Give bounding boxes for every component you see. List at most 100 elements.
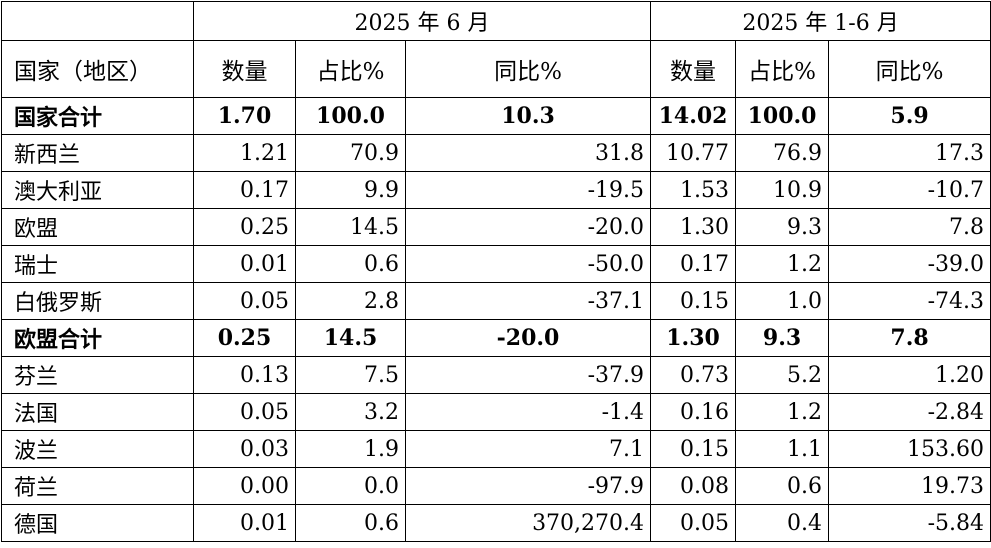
yoy-cell: 10.3: [404, 97, 652, 135]
region-cell: 欧盟: [1, 208, 194, 246]
region-cell: 国家合计: [1, 97, 194, 135]
table-row: 芬兰 0.13 7.5 -37.9 0.73 5.2 1.20: [1, 356, 991, 394]
table-row: 欧盟合计 0.25 14.5 -20.0 1.30 9.3 7.8: [1, 319, 991, 357]
ytd-share-cell: 9.3: [735, 319, 830, 357]
yoy-cell: -19.5: [404, 171, 652, 209]
ytd-yoy-cell: 7.8: [828, 319, 991, 357]
yoy-cell: 370,270.4: [404, 504, 652, 542]
qty-cell: 0.05: [193, 282, 296, 320]
ytd-qty-cell: 0.16: [650, 393, 737, 431]
table-row: 法国 0.05 3.2 -1.4 0.16 1.2 -2.84: [1, 393, 991, 431]
region-cell: 欧盟合计: [1, 319, 194, 357]
ytd-share-cell: 1.1: [735, 430, 830, 468]
region-cell: 芬兰: [1, 356, 194, 394]
share-cell: 0.6: [295, 504, 406, 542]
qty-cell: 0.25: [193, 208, 296, 246]
region-cell: 德国: [1, 504, 194, 542]
ytd-qty-cell: 0.08: [650, 467, 737, 505]
ytd-share-cell: 76.9: [735, 134, 830, 172]
yoy-cell: -20.0: [404, 319, 652, 357]
qty-cell: 0.01: [193, 245, 296, 283]
ytd-share-cell: 5.2: [735, 356, 830, 394]
ytd-share-column-header: 占比%: [735, 40, 830, 98]
region-cell: 白俄罗斯: [1, 282, 194, 320]
table-row: 新西兰 1.21 70.9 31.8 10.77 76.9 17.3: [1, 134, 991, 172]
period-month-header: 2025 年 6 月: [192, 1, 652, 41]
share-cell: 100.0: [295, 97, 406, 135]
qty-cell: 0.17: [193, 171, 296, 209]
table-row: 瑞士 0.01 0.6 -50.0 0.17 1.2 -39.0: [1, 245, 991, 283]
region-column-header: 国家（地区）: [1, 40, 194, 98]
ytd-qty-cell: 1.30: [650, 319, 737, 357]
qty-cell: 1.21: [193, 134, 296, 172]
ytd-qty-cell: 1.53: [650, 171, 737, 209]
ytd-yoy-cell: 19.73: [828, 467, 991, 505]
region-cell: 法国: [1, 393, 194, 431]
ytd-share-cell: 1.2: [735, 245, 830, 283]
share-cell: 2.8: [295, 282, 406, 320]
share-cell: 0.0: [295, 467, 406, 505]
ytd-qty-cell: 14.02: [650, 97, 737, 135]
ytd-share-cell: 0.4: [735, 504, 830, 542]
ytd-yoy-cell: 5.9: [828, 97, 991, 135]
ytd-qty-cell: 0.05: [650, 504, 737, 542]
blank-corner-cell: [1, 1, 194, 41]
qty-cell: 0.00: [193, 467, 296, 505]
ytd-share-cell: 9.3: [735, 208, 830, 246]
share-cell: 14.5: [295, 319, 406, 357]
table-row: 波兰 0.03 1.9 7.1 0.15 1.1 153.60: [1, 430, 991, 468]
share-cell: 3.2: [295, 393, 406, 431]
yoy-column-header: 同比%: [404, 40, 652, 98]
ytd-yoy-cell: 17.3: [828, 134, 991, 172]
ytd-yoy-cell: 1.20: [828, 356, 991, 394]
table-row: 国家合计 1.70 100.0 10.3 14.02 100.0 5.9: [1, 97, 991, 135]
ytd-share-cell: 1.2: [735, 393, 830, 431]
ytd-qty-cell: 1.30: [650, 208, 737, 246]
qty-cell: 1.70: [193, 97, 296, 135]
ytd-share-cell: 1.0: [735, 282, 830, 320]
qty-cell: 0.01: [193, 504, 296, 542]
yoy-cell: -20.0: [404, 208, 652, 246]
qty-column-header: 数量: [193, 40, 296, 98]
region-cell: 荷兰: [1, 467, 194, 505]
ytd-qty-column-header: 数量: [650, 40, 737, 98]
ytd-share-cell: 0.6: [735, 467, 830, 505]
share-cell: 7.5: [295, 356, 406, 394]
yoy-cell: -97.9: [404, 467, 652, 505]
ytd-yoy-column-header: 同比%: [828, 40, 991, 98]
ytd-yoy-cell: -5.84: [828, 504, 991, 542]
ytd-yoy-cell: 7.8: [828, 208, 991, 246]
table-row: 欧盟 0.25 14.5 -20.0 1.30 9.3 7.8: [1, 208, 991, 246]
qty-cell: 0.25: [193, 319, 296, 357]
ytd-qty-cell: 0.73: [650, 356, 737, 394]
table-row: 德国 0.01 0.6 370,270.4 0.05 0.4 -5.84: [1, 504, 991, 542]
share-cell: 9.9: [295, 171, 406, 209]
table-row: 荷兰 0.00 0.0 -97.9 0.08 0.6 19.73: [1, 467, 991, 505]
ytd-share-cell: 10.9: [735, 171, 830, 209]
yoy-cell: -1.4: [404, 393, 652, 431]
share-cell: 1.9: [295, 430, 406, 468]
column-header-row: 国家（地区） 数量 占比% 同比% 数量 占比% 同比%: [1, 40, 991, 98]
yoy-cell: -37.9: [404, 356, 652, 394]
ytd-yoy-cell: -2.84: [828, 393, 991, 431]
region-cell: 瑞士: [1, 245, 194, 283]
ytd-share-cell: 100.0: [735, 97, 830, 135]
share-cell: 14.5: [295, 208, 406, 246]
ytd-qty-cell: 10.77: [650, 134, 737, 172]
period-header-row: 2025 年 6 月 2025 年 1-6 月: [1, 1, 991, 41]
ytd-yoy-cell: 153.60: [828, 430, 991, 468]
ytd-qty-cell: 0.15: [650, 430, 737, 468]
table-row: 澳大利亚 0.17 9.9 -19.5 1.53 10.9 -10.7: [1, 171, 991, 209]
period-ytd-header: 2025 年 1-6 月: [650, 1, 991, 41]
qty-cell: 0.05: [193, 393, 296, 431]
share-cell: 70.9: [295, 134, 406, 172]
ytd-yoy-cell: -10.7: [828, 171, 991, 209]
region-cell: 澳大利亚: [1, 171, 194, 209]
qty-cell: 0.03: [193, 430, 296, 468]
yoy-cell: 31.8: [404, 134, 652, 172]
yoy-cell: -37.1: [404, 282, 652, 320]
yoy-cell: -50.0: [404, 245, 652, 283]
region-cell: 新西兰: [1, 134, 194, 172]
share-cell: 0.6: [295, 245, 406, 283]
